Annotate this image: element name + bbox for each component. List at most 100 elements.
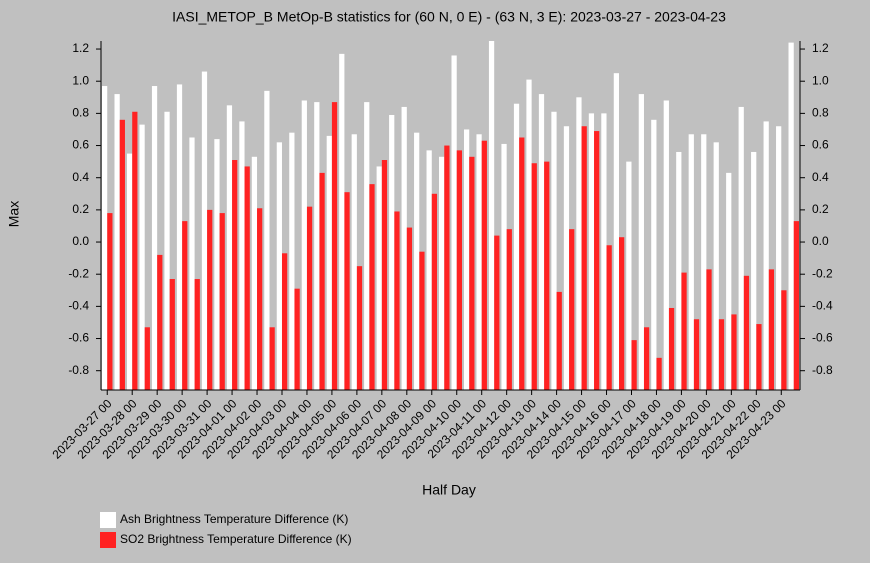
bar — [688, 134, 694, 390]
bar — [426, 150, 432, 390]
y-tick-label: -0.2 — [68, 266, 89, 280]
bar — [244, 166, 250, 390]
y2-tick-label: 1.2 — [812, 41, 829, 55]
bar — [401, 106, 407, 390]
bar — [706, 269, 712, 390]
bar — [394, 211, 400, 390]
bar — [531, 163, 537, 390]
bar — [651, 119, 657, 390]
bar — [701, 134, 707, 390]
bar — [331, 102, 338, 390]
bar — [344, 192, 350, 390]
bar — [476, 134, 482, 390]
bar — [194, 279, 200, 390]
bar — [406, 227, 413, 390]
bar — [751, 151, 757, 390]
bar — [569, 229, 575, 390]
bar — [369, 184, 375, 390]
bar — [364, 102, 370, 390]
y2-tick-label: 1.0 — [812, 73, 829, 87]
y-tick-label: 0.2 — [72, 202, 89, 216]
bar — [301, 100, 307, 391]
bar — [164, 111, 170, 390]
bar — [419, 251, 425, 390]
bar — [626, 161, 632, 390]
legend-label: SO2 Brightness Temperature Difference (K… — [120, 532, 352, 546]
legend-swatch — [100, 512, 116, 528]
bar — [788, 42, 794, 390]
bar — [351, 134, 357, 390]
bar — [763, 121, 769, 391]
bar — [381, 160, 388, 390]
bar — [668, 307, 675, 390]
bar — [576, 97, 582, 391]
x-axis-label: Half Day — [422, 482, 476, 498]
bar — [606, 245, 612, 390]
y2-tick-label: 0.6 — [812, 138, 829, 152]
bar — [656, 357, 662, 390]
y2-tick-label: 0.4 — [812, 170, 829, 184]
bar — [793, 221, 800, 390]
y-tick-label: -0.6 — [68, 331, 89, 345]
bar — [314, 102, 320, 390]
bar — [768, 269, 775, 390]
bar — [526, 79, 532, 391]
y-tick-label: -0.8 — [68, 363, 89, 377]
bar — [456, 150, 462, 390]
bar — [693, 319, 700, 390]
bar — [519, 137, 525, 390]
bar — [119, 119, 125, 390]
bar — [601, 113, 607, 391]
y2-tick-label: -0.8 — [812, 363, 833, 377]
bar — [201, 71, 208, 390]
y-tick-label: 0.4 — [72, 170, 89, 184]
bar — [289, 132, 295, 391]
bar — [306, 206, 313, 390]
bar — [638, 94, 644, 390]
y-tick-label: 1.2 — [72, 41, 89, 55]
bar — [581, 126, 587, 391]
bar — [144, 327, 150, 390]
bar — [214, 139, 220, 390]
bar — [643, 327, 650, 390]
bar — [469, 156, 475, 390]
bar — [538, 94, 545, 390]
y-tick-label: -0.4 — [68, 299, 89, 313]
bar — [269, 327, 275, 390]
bar — [563, 126, 570, 391]
y-tick-label: 1.0 — [72, 73, 89, 87]
bar — [376, 166, 382, 390]
bar — [756, 324, 762, 390]
y-tick-label: 0.8 — [72, 106, 89, 120]
bar — [189, 137, 195, 390]
bar — [501, 143, 507, 390]
bar — [389, 114, 395, 390]
bar — [551, 111, 557, 390]
bar — [506, 229, 512, 390]
bar — [713, 142, 719, 390]
y-tick-label: 0.6 — [72, 138, 89, 152]
bar — [126, 153, 133, 390]
y-tick-label: 0.0 — [72, 234, 89, 248]
legend-label: Ash Brightness Temperature Difference (K… — [120, 512, 348, 526]
bar — [281, 253, 288, 390]
bar — [114, 94, 120, 390]
bar — [663, 100, 669, 391]
bar — [239, 121, 245, 391]
bar — [781, 290, 787, 390]
y-axis-label: Max — [6, 201, 22, 227]
bar — [619, 237, 625, 390]
bar — [232, 160, 238, 390]
bar — [594, 131, 600, 390]
bar — [738, 106, 744, 390]
bar — [276, 142, 282, 390]
bar — [219, 213, 225, 390]
bar — [264, 90, 270, 390]
y2-tick-label: 0.8 — [812, 106, 829, 120]
bar — [169, 279, 175, 390]
bar — [481, 140, 487, 390]
bar — [151, 86, 158, 390]
bar — [182, 221, 188, 390]
bar — [356, 266, 363, 390]
